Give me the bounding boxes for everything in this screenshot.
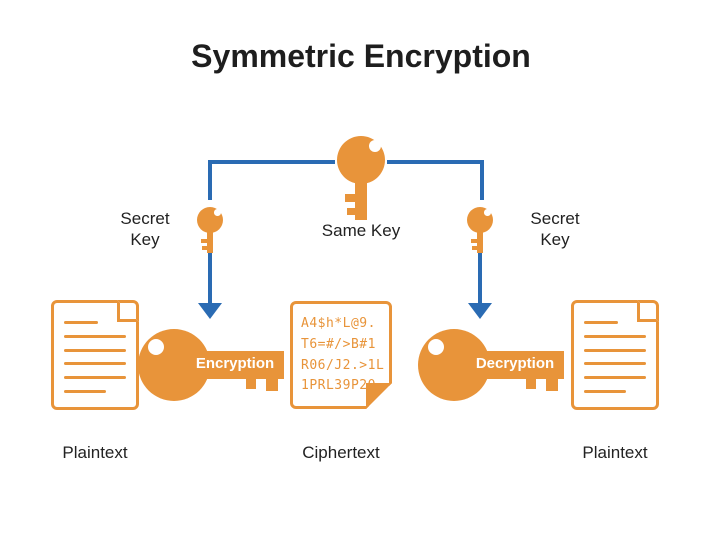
same-key-label: Same Key <box>301 220 421 241</box>
same-key-icon <box>337 136 385 224</box>
plaintext-left-label: Plaintext <box>35 442 155 463</box>
encryption-key-icon: Encryption <box>138 329 286 401</box>
cipher-line: R06/J2.>1L <box>301 356 381 377</box>
secret-key-right-icon <box>467 207 493 255</box>
ciphertext-label: Ciphertext <box>281 442 401 463</box>
secret-key-right-label: Secret Key <box>515 208 595 251</box>
decryption-key-icon: Decryption <box>418 329 566 401</box>
cipher-line: A4$h*L@9. <box>301 314 381 335</box>
diagram-title: Symmetric Encryption <box>0 38 722 75</box>
secret-key-left-label: Secret Key <box>105 208 185 251</box>
plaintext-right-doc-icon <box>571 300 659 410</box>
plaintext-right-label: Plaintext <box>555 442 675 463</box>
ciphertext-doc-icon: A4$h*L@9.T6=#/>B#1R06/J2.>1L1PRL39P20 <box>290 301 392 409</box>
plaintext-left-doc-icon <box>51 300 139 410</box>
decryption-key-icon-label: Decryption <box>472 355 558 372</box>
cipher-line: T6=#/>B#1 <box>301 335 381 356</box>
secret-key-left-icon <box>197 207 223 255</box>
encryption-key-icon-label: Encryption <box>192 355 278 372</box>
